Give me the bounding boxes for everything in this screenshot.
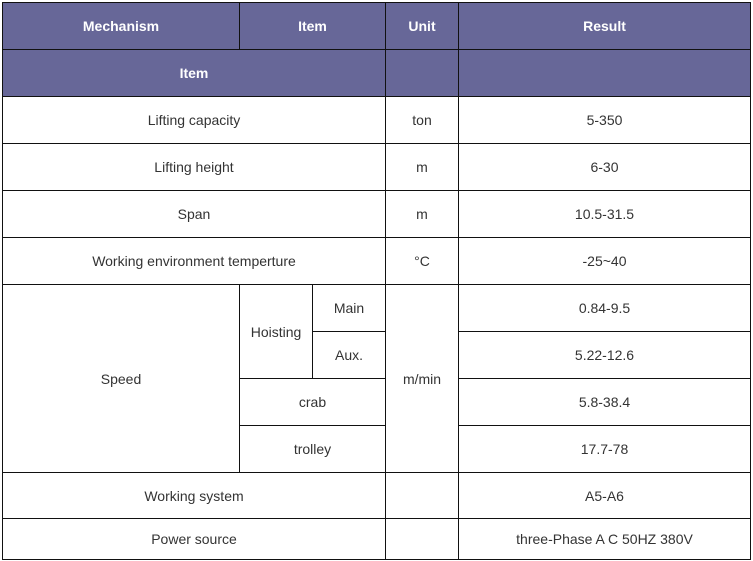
- table-row: Lifting capacity ton 5-350: [2, 96, 751, 144]
- row-item: Lifting height: [2, 143, 386, 191]
- speed-row-main: Speed Hoisting Main m/min 0.84-9.5: [2, 284, 751, 473]
- row-result: three-Phase A C 50HZ 380V: [458, 518, 751, 560]
- speed-row-aux: Aux. 5.22-12.6: [3, 331, 751, 379]
- row-item: Working environment temperture: [2, 237, 386, 285]
- row-unit: [385, 472, 459, 519]
- header-result: Result: [458, 2, 751, 50]
- subheader-row: Item: [2, 49, 751, 97]
- speed-row-trolley: trolley 17.7-78: [3, 425, 751, 473]
- table-row: Span m 10.5-31.5: [2, 190, 751, 238]
- row-unit: m: [385, 143, 459, 191]
- header-mechanism: Mechanism: [2, 2, 240, 50]
- aux-result: 5.22-12.6: [458, 331, 751, 379]
- hoisting-label: Hoisting: [239, 284, 313, 379]
- table-row: Working environment temperture °C -25~40: [2, 237, 751, 285]
- row-item: Span: [2, 190, 386, 238]
- header-row: Mechanism Item Unit Result: [2, 2, 751, 50]
- aux-label: Aux.: [312, 331, 386, 379]
- row-item: Power source: [2, 518, 386, 560]
- subheader-result: [458, 49, 751, 97]
- main-result: 0.84-9.5: [458, 284, 751, 332]
- crab-label: crab: [239, 378, 386, 426]
- row-item: Lifting capacity: [2, 96, 386, 144]
- speed-label: Speed: [2, 284, 240, 473]
- row-unit: [385, 518, 459, 560]
- row-result: -25~40: [458, 237, 751, 285]
- subheader-item: Item: [2, 49, 386, 97]
- row-result: 10.5-31.5: [458, 190, 751, 238]
- speed-row-crab: crab 5.8-38.4: [3, 378, 751, 426]
- speed-unit: m/min: [385, 284, 459, 473]
- row-result: A5-A6: [458, 472, 751, 519]
- table-row: Lifting height m 6-30: [2, 143, 751, 191]
- header-item: Item: [239, 2, 386, 50]
- trolley-label: trolley: [239, 425, 386, 473]
- row-item: Working system: [2, 472, 386, 519]
- row-result: 5-350: [458, 96, 751, 144]
- row-unit: °C: [385, 237, 459, 285]
- row-result: 6-30: [458, 143, 751, 191]
- row-unit: ton: [385, 96, 459, 144]
- row-unit: m: [385, 190, 459, 238]
- main-label: Main: [312, 284, 386, 332]
- trolley-result: 17.7-78: [458, 425, 751, 473]
- table-row: Working system A5-A6: [2, 472, 751, 519]
- header-unit: Unit: [385, 2, 459, 50]
- crab-result: 5.8-38.4: [458, 378, 751, 426]
- table-row: Power source three-Phase A C 50HZ 380V: [2, 518, 751, 560]
- subheader-unit: [385, 49, 459, 97]
